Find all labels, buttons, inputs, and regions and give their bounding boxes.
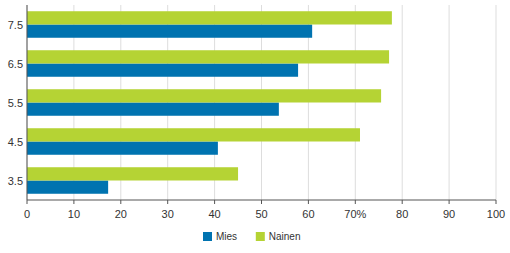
tick-label: 30: [162, 208, 174, 220]
bar: [27, 181, 108, 194]
tick-label: 0: [24, 208, 30, 220]
legend-label: Nainen: [269, 231, 301, 242]
bar: [27, 25, 312, 38]
bar: [27, 11, 392, 24]
tick-label: 50: [255, 208, 267, 220]
tick-mark: [261, 200, 262, 204]
grid-line: [496, 5, 497, 200]
bar: [27, 89, 381, 102]
tick-label: 80: [396, 208, 408, 220]
bar: [27, 167, 238, 180]
legend: Mies Nainen: [203, 231, 301, 242]
tick-mark: [355, 200, 356, 204]
legend-label: Mies: [216, 231, 237, 242]
category-label: 6.5: [8, 58, 23, 70]
bar: [27, 50, 389, 63]
x-axis-line: [27, 200, 496, 201]
chart-svg: 0 10 20 30 40 50 60 70% 80 90 100 7.5 6.5 5.5 4.5 3.5 Mi…: [0, 0, 510, 253]
tick-label: 60: [302, 208, 314, 220]
tick-mark: [449, 200, 450, 204]
tick-mark: [27, 200, 28, 204]
grid-line: [402, 5, 403, 200]
bar: [27, 64, 298, 77]
tick-label: 70%: [344, 208, 366, 220]
bar: [27, 142, 218, 155]
bar: [27, 128, 360, 141]
category-label: 3.5: [8, 175, 23, 187]
tick-mark: [73, 200, 74, 204]
tick-label: 90: [443, 208, 455, 220]
chart-container: 0 10 20 30 40 50 60 70% 80 90 100 7.5 6.5 5.5 4.5 3.5 Mi…: [0, 0, 510, 253]
category-label: 4.5: [8, 136, 23, 148]
tick-mark: [402, 200, 403, 204]
tick-label: 40: [208, 208, 220, 220]
grid-line: [27, 5, 28, 200]
tick-mark: [120, 200, 121, 204]
category-label: 5.5: [8, 97, 23, 109]
bar: [27, 103, 279, 116]
tick-label: 20: [115, 208, 127, 220]
grid-line: [449, 5, 450, 200]
tick-mark: [214, 200, 215, 204]
tick-label: 10: [68, 208, 80, 220]
category-label: 7.5: [8, 19, 23, 31]
legend-swatch: [256, 232, 265, 241]
bars: [27, 11, 392, 194]
tick-mark: [308, 200, 309, 204]
tick-mark: [496, 200, 497, 204]
legend-swatch: [203, 232, 212, 241]
tick-label: 100: [487, 208, 505, 220]
y-axis-line: [27, 5, 28, 200]
tick-mark: [167, 200, 168, 204]
